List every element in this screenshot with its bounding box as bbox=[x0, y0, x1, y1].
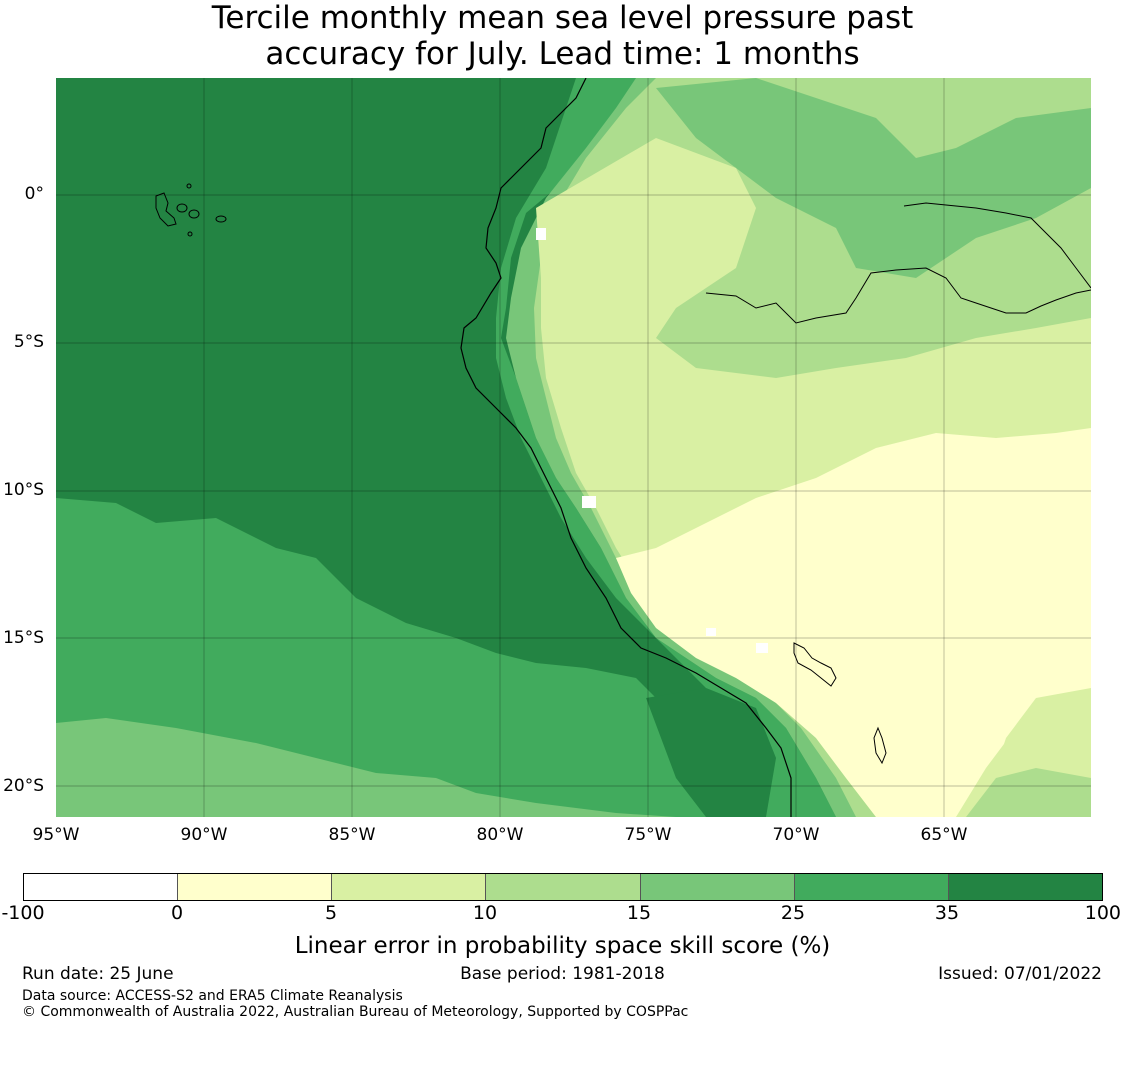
title-line-1: Tercile monthly mean sea level pressure … bbox=[211, 0, 914, 36]
rio-negro bbox=[903, 202, 1091, 289]
region-10-15-south bbox=[966, 768, 1091, 817]
region-neg-3 bbox=[706, 628, 716, 636]
colorbar-tick-5: 5 bbox=[324, 902, 338, 924]
region-neg-4 bbox=[756, 643, 768, 653]
lat-label-5s: 5°S bbox=[13, 332, 44, 352]
lon-label-90w: 90°W bbox=[180, 825, 228, 845]
region-15-25-north bbox=[656, 78, 1091, 278]
colorbar-seg-2 bbox=[178, 874, 333, 900]
region-0-5 bbox=[616, 428, 1091, 817]
copyright: © Commonwealth of Australia 2022, Austra… bbox=[22, 1004, 689, 1020]
issued-date: Issued: 07/01/2022 bbox=[938, 964, 1102, 984]
run-date: Run date: 25 June bbox=[22, 964, 174, 984]
lon-label-65w: 65°W bbox=[920, 825, 968, 845]
colorbar-seg-4 bbox=[486, 874, 641, 900]
lon-label-70w: 70°W bbox=[772, 825, 820, 845]
chart-title: Tercile monthly mean sea level pressure … bbox=[0, 0, 1125, 72]
colorbar-seg-5 bbox=[640, 874, 795, 900]
lon-label-95w: 95°W bbox=[32, 825, 80, 845]
colorbar-tick-10: 10 bbox=[472, 902, 498, 924]
colorbar-tick-0: 0 bbox=[170, 902, 184, 924]
map-canvas bbox=[56, 78, 1091, 817]
lat-label-0: 0° bbox=[24, 184, 44, 204]
lake-titicaca bbox=[793, 642, 837, 687]
lat-label-10s: 10°S bbox=[3, 480, 44, 500]
galapagos-islands bbox=[155, 183, 227, 237]
colorbar-seg-6 bbox=[794, 874, 949, 900]
colorbar bbox=[23, 873, 1103, 901]
colorbar-label: Linear error in probability space skill … bbox=[294, 933, 831, 959]
region-neg-2 bbox=[582, 496, 596, 508]
base-period: Base period: 1981-2018 bbox=[460, 964, 665, 984]
colorbar-tick-100: 100 bbox=[1084, 902, 1121, 924]
region-neg-1 bbox=[536, 228, 546, 240]
amazon-river bbox=[705, 267, 1091, 324]
lon-label-85w: 85°W bbox=[328, 825, 376, 845]
lat-label-20s: 20°S bbox=[3, 776, 44, 796]
lon-label-75w: 75°W bbox=[624, 825, 672, 845]
colorbar-tick-15: 15 bbox=[626, 902, 652, 924]
lat-label-15s: 15°S bbox=[3, 628, 44, 648]
lake-poopo bbox=[873, 726, 887, 765]
region-35-100-coastal bbox=[646, 688, 776, 817]
region-25-35-offshore bbox=[56, 498, 736, 817]
lon-label-80w: 80°W bbox=[476, 825, 524, 845]
colorbar-seg-7 bbox=[948, 874, 1102, 900]
colorbar-tick-25: 25 bbox=[780, 902, 806, 924]
coastline bbox=[460, 78, 792, 817]
data-source: Data source: ACCESS-S2 and ERA5 Climate … bbox=[22, 988, 403, 1004]
skill-score-map bbox=[56, 78, 1091, 817]
title-line-2: accuracy for July. Lead time: 1 months bbox=[265, 36, 860, 72]
region-15-25-offshore bbox=[56, 718, 676, 817]
graticule bbox=[56, 78, 1091, 817]
colorbar-seg-1 bbox=[24, 874, 179, 900]
colorbar-tick-neg100: -100 bbox=[1, 902, 45, 924]
colorbar-tick-35: 35 bbox=[934, 902, 960, 924]
colorbar-seg-3 bbox=[332, 874, 487, 900]
